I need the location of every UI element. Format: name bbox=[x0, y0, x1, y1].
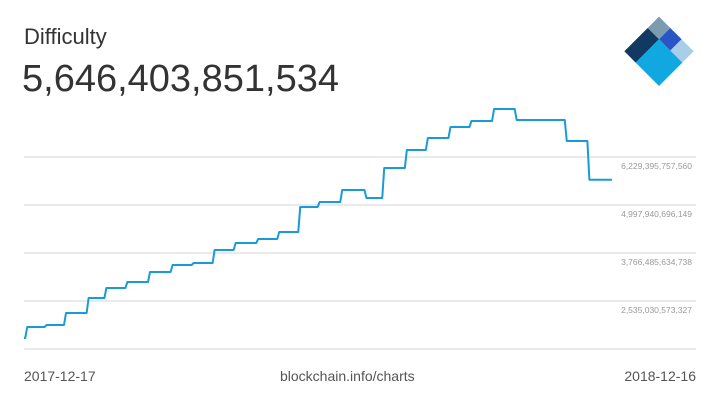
x-end-label: 2018-12-16 bbox=[624, 368, 696, 384]
y-tick-label: 2,535,030,573,327 bbox=[621, 305, 692, 315]
source-label[interactable]: blockchain.info/charts bbox=[280, 368, 415, 384]
difficulty-series-line bbox=[24, 107, 612, 339]
y-tick-label: 6,229,395,757,560 bbox=[621, 161, 692, 171]
y-tick-label: 3,766,485,634,738 bbox=[621, 257, 692, 267]
chart-title: Difficulty bbox=[24, 24, 107, 49]
x-start-label: 2017-12-17 bbox=[24, 368, 96, 384]
y-tick-label: 4,997,940,696,149 bbox=[621, 209, 692, 219]
current-value: 5,646,403,851,534 bbox=[22, 58, 339, 100]
blockchain-logo-icon bbox=[624, 16, 694, 86]
